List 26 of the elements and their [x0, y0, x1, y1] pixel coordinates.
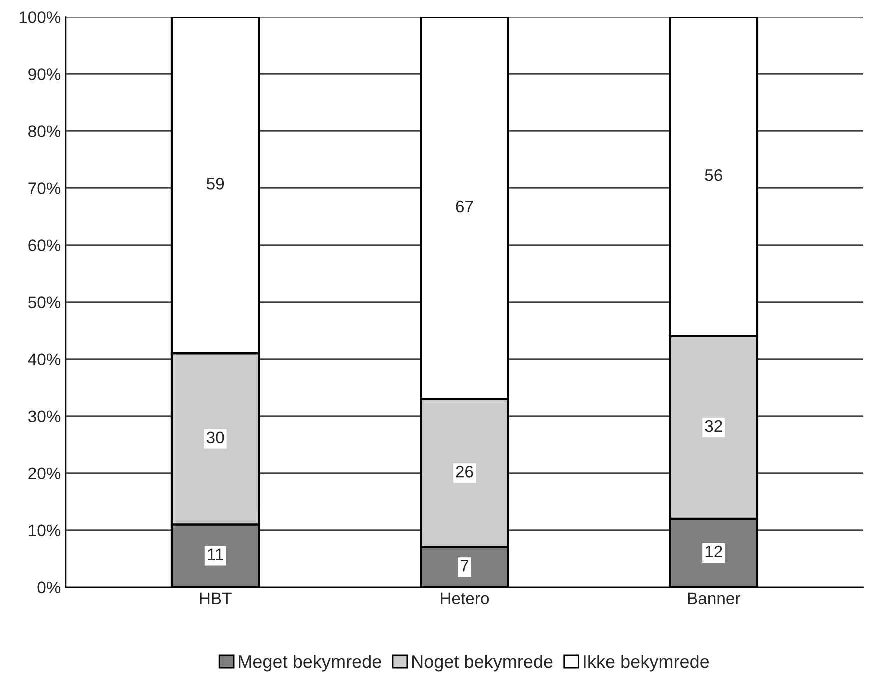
y-tick-label: 90% — [28, 68, 61, 80]
y-tick-label: 70% — [28, 182, 61, 194]
y-tick-label: 10% — [29, 524, 61, 537]
x-tick-label: HBT — [200, 592, 232, 604]
y-tick-label: 0% — [38, 582, 61, 594]
data-label: 67 — [456, 200, 474, 213]
y-tick-label: 100% — [20, 12, 61, 24]
y-tick-label: 60% — [28, 240, 61, 252]
data-label: 11 — [208, 548, 224, 560]
x-tick-label: Hetero — [441, 592, 490, 604]
data-label: 26 — [456, 466, 474, 478]
data-label: 12 — [706, 546, 722, 558]
y-tick-label: 40% — [28, 354, 61, 366]
y-tick-label: 80% — [28, 126, 61, 138]
data-label: 32 — [705, 420, 722, 432]
data-label: 56 — [705, 170, 722, 182]
data-label: 59 — [206, 178, 224, 190]
data-label: 30 — [206, 432, 224, 444]
y-tick-label: 50% — [28, 296, 61, 308]
x-tick-label: Banner — [688, 592, 740, 604]
legend-label: Meget bekymrede — [239, 654, 382, 672]
legend-label: Noget bekymrede — [412, 654, 553, 672]
legend-label: Ikke bekymrede — [584, 654, 710, 672]
data-label: 7 — [460, 560, 469, 572]
y-tick-label: 20% — [28, 468, 61, 480]
y-tick-label: 30% — [28, 410, 61, 423]
